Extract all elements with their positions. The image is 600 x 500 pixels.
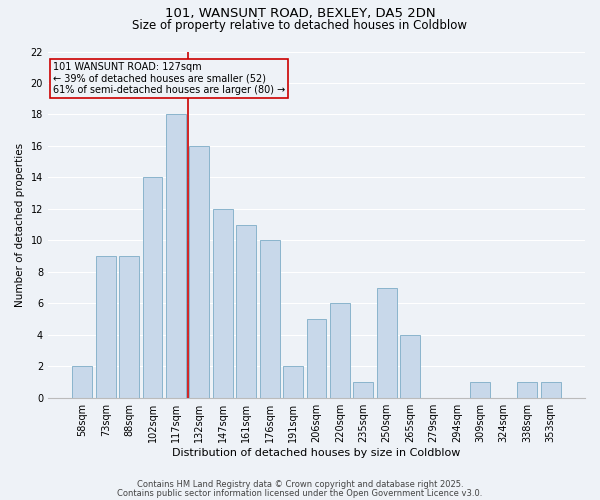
Text: Size of property relative to detached houses in Coldblow: Size of property relative to detached ho… bbox=[133, 19, 467, 32]
Bar bbox=[307, 319, 326, 398]
Bar bbox=[96, 256, 116, 398]
Text: Contains HM Land Registry data © Crown copyright and database right 2025.: Contains HM Land Registry data © Crown c… bbox=[137, 480, 463, 489]
Bar bbox=[143, 178, 163, 398]
Bar bbox=[260, 240, 280, 398]
Bar bbox=[119, 256, 139, 398]
Bar bbox=[470, 382, 490, 398]
Bar bbox=[330, 304, 350, 398]
Bar bbox=[400, 335, 420, 398]
X-axis label: Distribution of detached houses by size in Coldblow: Distribution of detached houses by size … bbox=[172, 448, 461, 458]
Bar bbox=[166, 114, 186, 398]
Bar bbox=[190, 146, 209, 398]
Bar bbox=[236, 224, 256, 398]
Bar bbox=[283, 366, 303, 398]
Bar bbox=[377, 288, 397, 398]
Y-axis label: Number of detached properties: Number of detached properties bbox=[15, 142, 25, 306]
Bar bbox=[213, 209, 233, 398]
Bar bbox=[353, 382, 373, 398]
Bar bbox=[73, 366, 92, 398]
Text: 101 WANSUNT ROAD: 127sqm
← 39% of detached houses are smaller (52)
61% of semi-d: 101 WANSUNT ROAD: 127sqm ← 39% of detach… bbox=[53, 62, 286, 95]
Text: Contains public sector information licensed under the Open Government Licence v3: Contains public sector information licen… bbox=[118, 488, 482, 498]
Text: 101, WANSUNT ROAD, BEXLEY, DA5 2DN: 101, WANSUNT ROAD, BEXLEY, DA5 2DN bbox=[164, 8, 436, 20]
Bar bbox=[541, 382, 560, 398]
Bar bbox=[517, 382, 537, 398]
